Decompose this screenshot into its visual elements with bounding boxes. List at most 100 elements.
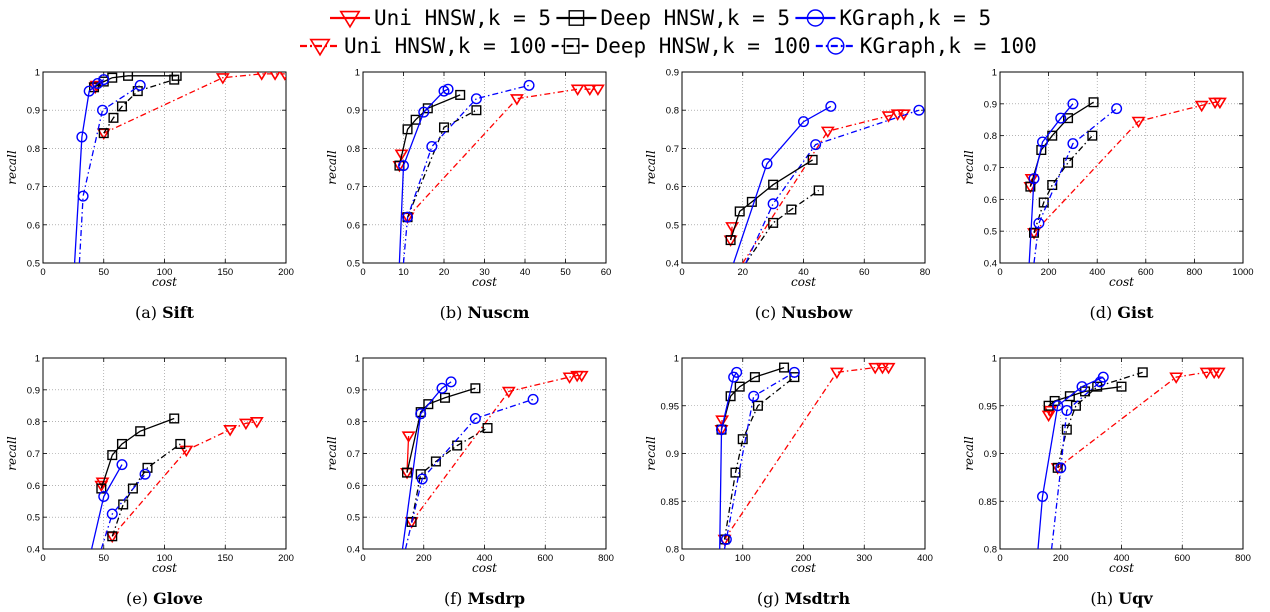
y-tick-label: 0.6: [666, 182, 679, 193]
series-line: [1037, 376, 1104, 549]
caption-tag: (c): [755, 303, 776, 322]
y-tick-label: 0.9: [347, 106, 360, 117]
series-group: [1037, 367, 1226, 549]
legend-marker-icon: [309, 38, 331, 57]
x-tick-label: 40: [520, 267, 531, 278]
data-point: [116, 101, 127, 112]
series-kgraph-k100: [100, 468, 151, 549]
caption-dataset-name: Msdtrh: [785, 589, 851, 608]
series-uni-hnsw-k100: [96, 72, 286, 140]
caption-tag: (e): [126, 589, 148, 608]
data-point: [1033, 217, 1045, 229]
series-line: [720, 366, 785, 430]
data-point: [410, 114, 421, 125]
y-tick-label: 1: [35, 354, 40, 365]
data-point: [401, 431, 416, 443]
x-tick-label: 200: [278, 267, 294, 278]
data-point: [820, 126, 835, 139]
caption-tag: (g): [757, 589, 780, 608]
x-tick-label: 40: [798, 267, 809, 278]
chart-msdtrh: 0 100 200 300 400 0.8 0.85 0.9 0.95 1 cost recall (g…: [644, 354, 933, 609]
series-line: [401, 381, 452, 549]
data-point: [123, 72, 134, 81]
series-uni-hnsw-k100: [1027, 97, 1227, 240]
y-tick-label: 0.7: [984, 163, 997, 174]
panel-caption: (g) Msdtrh: [757, 589, 851, 608]
data-point: [470, 93, 482, 105]
data-point: [807, 154, 818, 165]
grid: [363, 358, 606, 549]
y-tick-label: 0.8: [347, 417, 360, 428]
caption-tag: (a): [135, 303, 157, 322]
series-kgraph-k5: [1037, 371, 1109, 549]
data-point: [1070, 400, 1081, 411]
y-tick-label: 0.9: [27, 106, 40, 117]
data-point: [83, 85, 95, 97]
series-line: [723, 376, 795, 540]
series-line: [729, 159, 813, 241]
data-point: [752, 400, 763, 411]
x-tick-label: 800: [1235, 553, 1251, 564]
data-point: [256, 72, 267, 81]
caption-dataset-name: Msdrp: [467, 589, 525, 608]
panel-caption: (d) Gist: [1090, 303, 1155, 322]
series-line: [1028, 103, 1074, 263]
x-tick-label: 200: [416, 553, 432, 564]
x-tick-label: 0: [679, 267, 684, 278]
x-tick-label: 0: [997, 553, 1002, 564]
data-point: [455, 89, 466, 100]
grid: [43, 72, 286, 263]
data-point: [97, 104, 109, 116]
data-point: [570, 84, 585, 97]
y-tick-label: 0.7: [666, 144, 679, 155]
caption-tag: (f): [444, 589, 462, 608]
legend-label: Uni HNSW,k = 5: [374, 6, 551, 30]
data-point: [106, 508, 118, 520]
data-point: [98, 490, 110, 502]
y-tick-label: 0.6: [27, 481, 40, 492]
data-point: [1052, 400, 1064, 412]
series-kgraph-k5: [90, 459, 128, 549]
panel-caption: (f) Msdrp: [444, 589, 525, 608]
series-group: [392, 79, 605, 263]
x-tick-label: 600: [1138, 267, 1154, 278]
x-tick-label: 0: [360, 267, 365, 278]
y-tick-label: 0.8: [984, 131, 997, 142]
y-tick-label: 1: [355, 354, 360, 365]
grid: [682, 358, 925, 549]
chart-uqv: 0 200 400 600 800 0.8 0.85 0.9 0.95 1 cost recall (h…: [962, 354, 1251, 609]
data-point: [1064, 391, 1075, 402]
data-point: [1055, 112, 1067, 124]
data-point: [445, 376, 457, 388]
data-point: [116, 438, 127, 449]
y-tick-label: 0.9: [666, 68, 679, 79]
y-tick-label: 0.5: [984, 227, 997, 238]
y-tick-label: 0.6: [347, 220, 360, 231]
series-kgraph-k5: [715, 366, 743, 549]
chart-nuscm: 0 10 20 30 40 50 60 0.5 0.6 0.7 0.8 0.9 1 cost recall (…: [325, 68, 611, 323]
chart-glove: 0 50 100 150 200 0.4 0.5 0.6 0.7 0.8 0.9 1 cost recal…: [5, 354, 294, 609]
series-group: [1023, 97, 1227, 263]
panel-caption: (b) Nuscm: [440, 303, 530, 322]
legend-entry-uni-hnsw-k100: Uni HNSW,k = 100: [300, 34, 546, 58]
legend-entry-kgraph-k100: KGraph,k = 100: [815, 34, 1037, 58]
series-kgraph-k100: [402, 79, 535, 263]
x-tick-label: 100: [157, 267, 173, 278]
data-point: [1063, 113, 1074, 124]
series-kgraph-k5: [398, 83, 454, 263]
panel-caption: (c) Nusbow: [755, 303, 854, 322]
data-point: [730, 467, 741, 478]
data-point: [482, 423, 493, 434]
data-point: [442, 83, 454, 95]
data-point: [1111, 103, 1123, 115]
data-point: [1088, 97, 1099, 108]
series-line: [1033, 108, 1118, 263]
series-line: [732, 105, 832, 263]
x-tick-label: 400: [1089, 267, 1105, 278]
y-tick-label: 0.5: [27, 513, 40, 524]
y-tick-label: 1: [992, 354, 997, 365]
data-point: [868, 362, 883, 375]
x-tick-label: 50: [98, 553, 109, 564]
data-point: [402, 467, 413, 478]
